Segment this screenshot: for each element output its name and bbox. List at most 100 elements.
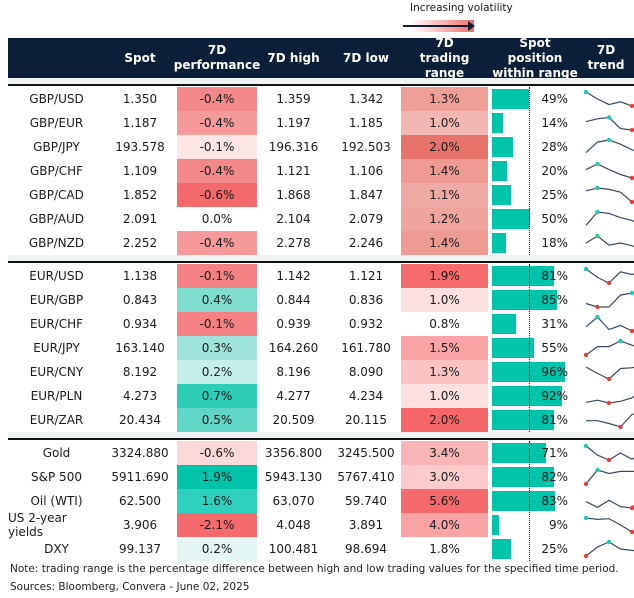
position-bar bbox=[492, 161, 508, 181]
range-cell: 1.0% bbox=[401, 288, 488, 312]
perf-cell: 1.6% bbox=[177, 489, 257, 513]
trend-low-marker bbox=[606, 376, 612, 382]
low-cell: 98.694 bbox=[345, 542, 387, 556]
position-bar bbox=[492, 515, 499, 535]
range-midline bbox=[529, 87, 530, 255]
instrument-name: US 2-year yields bbox=[8, 511, 67, 539]
range-cell: 1.8% bbox=[401, 537, 488, 561]
range-cell: 2.0% bbox=[401, 408, 488, 432]
range-cell: 5.6% bbox=[401, 489, 488, 513]
spot-cell: 0.934 bbox=[122, 317, 158, 331]
perf-cell: -2.1% bbox=[177, 513, 257, 537]
range-cell: 3.0% bbox=[401, 465, 488, 489]
position-bar bbox=[492, 113, 503, 133]
position-bar bbox=[492, 386, 562, 406]
low-cell: 4.234 bbox=[348, 389, 384, 403]
trend-sparkline bbox=[585, 366, 634, 382]
table-row: GBP/USD 1.350 -0.4% 1.359 1.342 1.3% 49% bbox=[8, 87, 634, 111]
trend-line bbox=[585, 235, 634, 248]
table-row: EUR/CHF 0.934 -0.1% 0.939 0.932 0.8% 31% bbox=[8, 312, 634, 336]
trend-line bbox=[585, 395, 634, 404]
trend-sparkline bbox=[585, 137, 634, 154]
perf-cell: -0.6% bbox=[177, 183, 257, 207]
low-cell: 161.780 bbox=[341, 341, 391, 355]
spot-cell: 3324.880 bbox=[111, 446, 169, 460]
high-cell: 5943.130 bbox=[264, 470, 323, 484]
position-bar bbox=[492, 266, 554, 286]
position-value: 25% bbox=[541, 188, 568, 202]
trend-sparkline bbox=[585, 209, 634, 226]
trend-high-marker bbox=[583, 89, 589, 95]
spot-cell: 20.434 bbox=[119, 413, 161, 427]
spot-cell: 62.500 bbox=[119, 494, 161, 508]
trend-sparkline bbox=[585, 314, 634, 334]
instrument-name: GBP/USD bbox=[29, 92, 84, 106]
trend-high-marker bbox=[595, 233, 600, 239]
low-cell: 1.185 bbox=[348, 116, 384, 130]
range-cell: 1.3% bbox=[401, 87, 488, 111]
low-cell: 3.891 bbox=[348, 518, 384, 532]
position-value: 81% bbox=[541, 269, 568, 283]
position-bar bbox=[492, 491, 556, 511]
high-cell: 1.197 bbox=[276, 116, 311, 130]
trend-high-marker bbox=[606, 115, 612, 120]
position-bar bbox=[492, 410, 554, 430]
range-cell: 1.3% bbox=[401, 360, 488, 384]
trend-low-marker bbox=[629, 103, 634, 109]
perf-cell: -0.4% bbox=[177, 111, 257, 135]
position-bar bbox=[492, 290, 557, 310]
position-value: 20% bbox=[541, 164, 568, 178]
position-value: 14% bbox=[541, 116, 568, 130]
volatility-legend: Increasing volatility bbox=[400, 2, 520, 34]
range-cell: 1.0% bbox=[401, 111, 488, 135]
range-midline bbox=[529, 264, 530, 432]
low-cell: 1.121 bbox=[348, 269, 384, 283]
perf-cell: 0.3% bbox=[177, 336, 257, 360]
low-cell: 2.246 bbox=[348, 236, 384, 250]
low-cell: 20.115 bbox=[345, 413, 387, 427]
table-row: GBP/CHF 1.109 -0.4% 1.121 1.106 1.4% 20% bbox=[8, 159, 634, 183]
trend-line bbox=[585, 499, 634, 509]
trend-sparkline bbox=[586, 413, 634, 430]
trend-low-marker bbox=[629, 127, 634, 133]
group-separator bbox=[8, 78, 634, 86]
high-cell: 1.142 bbox=[276, 269, 311, 283]
trend-line bbox=[586, 413, 634, 428]
trend-sparkline bbox=[585, 115, 634, 133]
table-row: S&P 500 5911.690 1.9% 5943.130 5767.410 3.0% 8… bbox=[8, 465, 634, 489]
low-cell: 0.836 bbox=[348, 293, 384, 307]
trend-line bbox=[585, 445, 634, 461]
instrument-name: GBP/CAD bbox=[29, 188, 84, 202]
trend-high-marker bbox=[583, 266, 589, 272]
high-cell: 4.277 bbox=[276, 389, 311, 403]
low-cell: 1.106 bbox=[348, 164, 384, 178]
trend-sparkline bbox=[585, 395, 634, 406]
position-value: 82% bbox=[541, 470, 568, 484]
trend-line bbox=[585, 292, 634, 308]
range-cell: 0.8% bbox=[401, 312, 488, 336]
spot-cell: 1.138 bbox=[122, 269, 158, 283]
high-cell: 8.196 bbox=[276, 365, 311, 379]
instrument-name: EUR/PLN bbox=[30, 389, 83, 403]
perf-cell: -0.1% bbox=[177, 312, 257, 336]
table-row: DXY 99.137 0.2% 100.481 98.694 1.8% 25% bbox=[8, 537, 634, 561]
footer-sources: Sources: Bloomberg, Convera - June 02, 2… bbox=[10, 581, 250, 593]
range-cell: 1.9% bbox=[401, 264, 488, 288]
trend-high-marker bbox=[583, 515, 589, 521]
trend-high-marker bbox=[606, 539, 612, 545]
high-cell: 100.481 bbox=[268, 542, 319, 556]
position-value: 49% bbox=[541, 92, 568, 106]
trend-sparkline bbox=[583, 338, 634, 358]
trend-line bbox=[585, 517, 634, 533]
perf-cell: 0.0% bbox=[177, 207, 257, 231]
low-cell: 1.847 bbox=[348, 188, 384, 202]
range-cell: 1.5% bbox=[401, 336, 488, 360]
trend-low-marker bbox=[629, 199, 634, 205]
position-bar bbox=[492, 233, 506, 253]
spot-cell: 5911.690 bbox=[111, 470, 169, 484]
spot-cell: 193.578 bbox=[115, 140, 165, 154]
low-cell: 8.090 bbox=[348, 365, 384, 379]
spot-cell: 8.192 bbox=[122, 365, 158, 379]
high-cell: 20.509 bbox=[272, 413, 315, 427]
high-cell: 63.070 bbox=[272, 494, 315, 508]
